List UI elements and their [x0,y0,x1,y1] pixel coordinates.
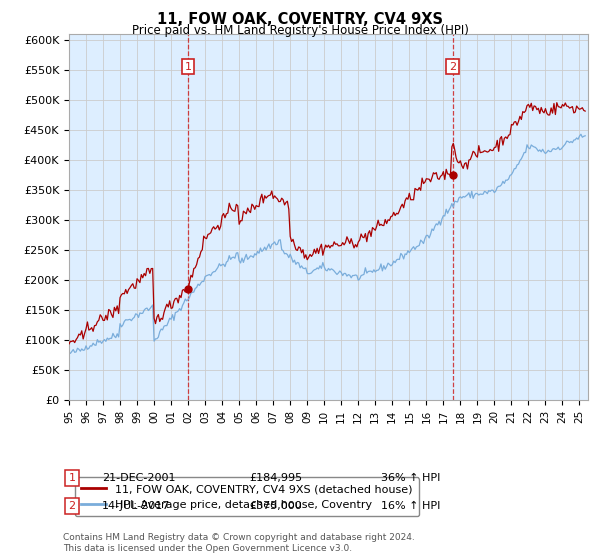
Text: 16% ↑ HPI: 16% ↑ HPI [381,501,440,511]
Text: 11, FOW OAK, COVENTRY, CV4 9XS: 11, FOW OAK, COVENTRY, CV4 9XS [157,12,443,27]
Legend: 11, FOW OAK, COVENTRY, CV4 9XS (detached house), HPI: Average price, detached ho: 11, FOW OAK, COVENTRY, CV4 9XS (detached… [74,478,419,516]
Text: 14-JUL-2017: 14-JUL-2017 [102,501,170,511]
Text: 1: 1 [68,473,76,483]
Text: 2: 2 [68,501,76,511]
Text: 1: 1 [185,62,191,72]
Text: Contains HM Land Registry data © Crown copyright and database right 2024.
This d: Contains HM Land Registry data © Crown c… [63,533,415,553]
Text: Price paid vs. HM Land Registry's House Price Index (HPI): Price paid vs. HM Land Registry's House … [131,24,469,36]
Text: 2: 2 [449,62,456,72]
Text: £375,000: £375,000 [249,501,302,511]
Text: 21-DEC-2001: 21-DEC-2001 [102,473,176,483]
Text: £184,995: £184,995 [249,473,302,483]
Text: 36% ↑ HPI: 36% ↑ HPI [381,473,440,483]
